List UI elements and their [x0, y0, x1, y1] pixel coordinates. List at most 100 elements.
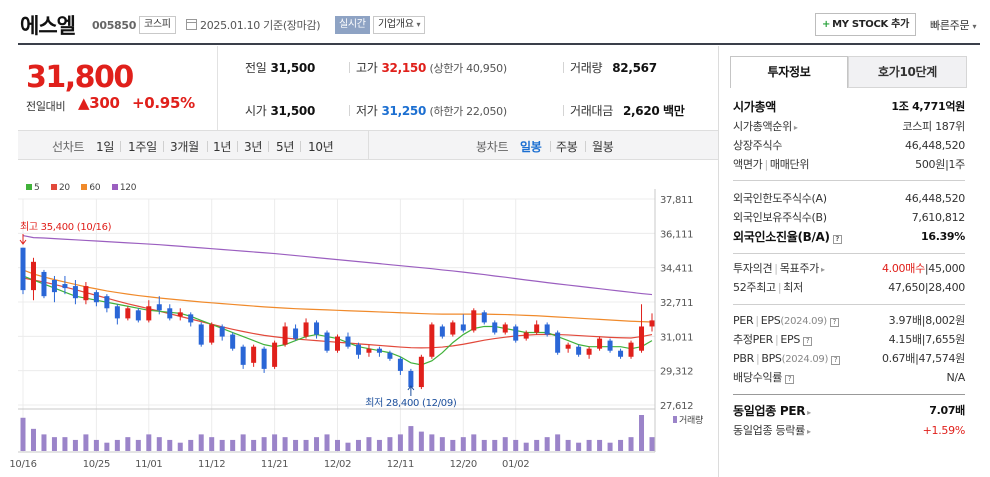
candle-body [649, 320, 655, 327]
row-value: 4.00매수|45,000 [882, 260, 965, 278]
range-1w[interactable]: 1주일 [128, 140, 157, 154]
volume-bar [20, 417, 26, 451]
candle-body [209, 324, 215, 343]
range-3m[interactable]: 3개월 [170, 140, 199, 154]
candle-body [20, 247, 26, 291]
candle-body [314, 322, 320, 335]
row-label: 배당수익률? [733, 369, 795, 387]
candle-body [481, 312, 487, 323]
price-change-value: 300 [89, 94, 120, 112]
volume-bar [209, 437, 215, 451]
divider [349, 62, 350, 73]
candle-body [240, 346, 246, 365]
row-label: 액면가 | 매매단위 [733, 156, 809, 174]
add-mystock-label: MY STOCK 추가 [832, 19, 909, 30]
candle-chart-button[interactable]: 봉차트 [476, 140, 509, 154]
candle-body [114, 306, 120, 319]
row-label: 시가총액 [733, 100, 776, 114]
divider [718, 46, 719, 477]
row-value: 46,448,520 [905, 139, 965, 152]
volume-bar [125, 437, 131, 451]
volume-bar [272, 434, 278, 451]
market-tag: 코스피 [139, 16, 176, 34]
row-label: 외국인소진율(B/A)? [733, 228, 842, 246]
candle-body [534, 324, 540, 333]
divider: | [924, 262, 929, 275]
x-tick-label: 11/01 [135, 459, 162, 470]
stat-unit: 백만 [662, 104, 685, 118]
price-stats: 전일 31,500 고가 32,150 (상한가 40,950) 거래량 82,567… [218, 46, 718, 130]
volume-bar [439, 437, 445, 451]
candle-weekly[interactable]: 주봉 [556, 140, 578, 154]
candle-monthly[interactable]: 월봉 [592, 140, 614, 154]
candle-body [230, 334, 236, 349]
legend-ma20: 20 [51, 183, 70, 193]
help-icon[interactable]: ? [785, 375, 795, 384]
row-est-per: 추정PER | EPS? 4.15배|7,655원 [733, 331, 965, 349]
volume-bar [555, 434, 561, 451]
legend-label: 60 [89, 183, 101, 193]
line-chart-button[interactable]: 선차트 [52, 140, 85, 154]
range-5y[interactable]: 5년 [276, 140, 295, 154]
divider [368, 131, 369, 159]
candle-body [439, 326, 445, 337]
row-value: N/A [946, 371, 965, 384]
candle-body [41, 271, 47, 297]
row-label: 상장주식수 [733, 139, 783, 152]
price-chart[interactable]: 37,811 36,111 34,411 32,711 31,011 29,312 27,6… [0, 160, 720, 477]
company-overview-label: 기업개요 [378, 19, 414, 30]
candle-body [177, 312, 183, 317]
help-icon[interactable]: ? [831, 356, 841, 365]
divider: | [755, 314, 759, 327]
candle-body [62, 284, 68, 289]
volume-bar [167, 439, 173, 451]
candle-daily[interactable]: 일봉 [520, 140, 542, 154]
row-shares: 상장주식수 46,448,520 [733, 137, 965, 155]
x-tick-label: 11/21 [261, 459, 288, 470]
volume-bar [502, 437, 508, 451]
quick-order-dropdown[interactable]: 빠른주문 ▾ [930, 17, 976, 33]
tab-hoga[interactable]: 호가10단계 [848, 56, 967, 88]
row-value: 46,448,520 [905, 192, 965, 205]
row-52week: 52주최고 | 최저 47,650|28,400 [733, 279, 965, 297]
candle-body [303, 322, 309, 337]
help-icon[interactable]: ? [832, 235, 842, 244]
realtime-button[interactable]: 실시간 [335, 16, 370, 34]
company-overview-dropdown[interactable]: 기업개요 ▾ [373, 16, 426, 34]
prev-compare-label: 전일대비 [26, 100, 66, 113]
x-tick-label: 11/12 [198, 459, 225, 470]
trade-unit-value: 1주 [948, 158, 965, 171]
caret-right-icon: ▸ [820, 265, 825, 274]
bps-label: BPS [761, 352, 782, 365]
current-price: 31,800 [26, 60, 134, 95]
est-per-label: 추정PER [733, 333, 773, 346]
divider: | [915, 352, 919, 365]
chart-legend: 5 20 60 120 [26, 183, 145, 193]
row-label[interactable]: 동일업종 PER ▸ [733, 402, 811, 422]
divider: | [774, 262, 778, 275]
add-mystock-button[interactable]: + MY STOCK 추가 [815, 13, 916, 36]
candle-body [565, 344, 571, 349]
volume-bar [30, 428, 36, 451]
range-10y[interactable]: 10년 [308, 140, 334, 154]
target-label: 목표주가 [779, 262, 820, 275]
tab-invest-info[interactable]: 투자정보 [730, 56, 848, 88]
range-3y[interactable]: 3년 [244, 140, 263, 154]
row-value: +1.59% [923, 422, 966, 440]
range-1y[interactable]: 1년 [213, 140, 232, 154]
volume-bar [481, 439, 487, 451]
help-icon[interactable]: ? [803, 337, 813, 346]
row-label[interactable]: 동일업종 등락률 ▸ [733, 422, 811, 441]
row-label[interactable]: 시가총액순위 ▸ [733, 118, 798, 137]
stat-label: 거래대금 [570, 104, 613, 118]
opinion-label: 투자의견 [733, 262, 773, 275]
volume-bar [230, 439, 236, 451]
legend-ma60: 60 [81, 183, 101, 193]
lower-limit: (하한가 22,050) [429, 105, 508, 118]
eps-value: 8,002원 [925, 314, 965, 327]
row-foreign-limit: 외국인한도주식수(A) 46,448,520 [733, 190, 965, 208]
row-dividend: 배당수익률? N/A [733, 369, 965, 387]
help-icon[interactable]: ? [829, 318, 839, 327]
invest-info-panel: 시가총액 1조 4,771억원 시가총액순위 ▸ 코스피 187위 상장주식수 46,4… [733, 0, 965, 477]
range-1d[interactable]: 1일 [96, 140, 115, 154]
